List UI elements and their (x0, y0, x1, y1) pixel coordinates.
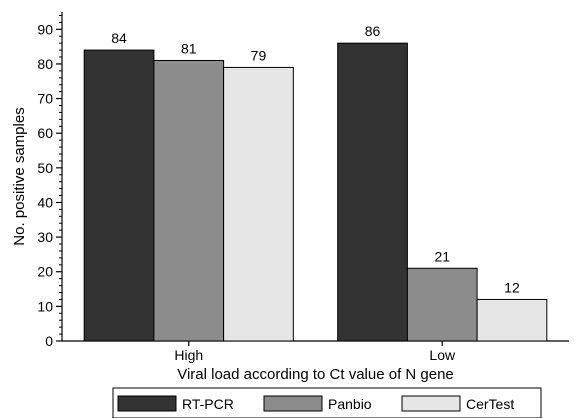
data-label: 81 (181, 40, 197, 56)
y-tick-label: 40 (37, 194, 53, 210)
x-axis-ticks: High Low (174, 341, 456, 363)
data-labels: 84 81 79 86 21 12 (111, 23, 520, 295)
legend-label: Panbio (328, 396, 372, 412)
legend-box (112, 387, 542, 418)
y-tick-label: 20 (37, 264, 53, 280)
legend-label: RT-PCR (182, 396, 234, 412)
y-tick-label: 70 (37, 91, 53, 107)
data-label: 86 (365, 23, 381, 39)
bar-panbio-low (406, 267, 478, 342)
legend-label: CerTest (466, 396, 514, 412)
y-tick-label: 0 (45, 333, 53, 349)
y-axis-ticks: 0 10 20 30 40 50 60 70 80 90 (37, 14, 62, 349)
y-axis-title: No. positive samples (11, 107, 28, 245)
bar-certest-low (476, 298, 548, 342)
data-label: 12 (504, 279, 520, 295)
y-tick-label: 80 (37, 56, 53, 72)
legend-swatch (117, 395, 177, 412)
x-tick-label: Low (429, 347, 456, 363)
data-label: 84 (111, 30, 127, 46)
bars (83, 42, 548, 342)
y-tick-label: 30 (37, 229, 53, 245)
data-label: 21 (434, 248, 450, 264)
bar-panbio-high (153, 59, 225, 342)
y-tick-label: 50 (37, 160, 53, 176)
bar-certest-high (223, 66, 294, 342)
y-tick-label: 90 (37, 21, 53, 37)
data-label: 79 (251, 47, 267, 63)
legend-swatch (263, 395, 323, 412)
legend: RT-PCR Panbio CerTest (112, 387, 542, 418)
bar-rt-pcr-low (337, 42, 408, 342)
x-tick-label: High (174, 347, 203, 363)
y-tick-label: 60 (37, 125, 53, 141)
x-axis-title: Viral load according to Ct value of N ge… (177, 366, 454, 383)
y-tick-label: 10 (37, 298, 53, 314)
bar-rt-pcr-high (83, 49, 155, 342)
legend-swatch (401, 395, 461, 412)
